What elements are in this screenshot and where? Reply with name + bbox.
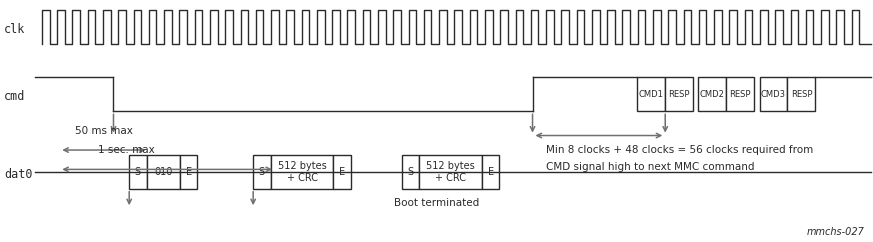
Text: CMD1: CMD1 xyxy=(639,90,663,99)
Text: cmd: cmd xyxy=(4,90,25,103)
Text: 512 bytes
+ CRC: 512 bytes + CRC xyxy=(278,161,327,183)
Text: mmchs-027: mmchs-027 xyxy=(807,227,864,237)
Bar xyxy=(665,77,693,111)
Text: 50 ms max: 50 ms max xyxy=(75,126,133,136)
Text: S: S xyxy=(134,167,141,177)
Bar xyxy=(419,155,482,189)
Bar xyxy=(253,155,271,189)
Text: CMD signal high to next MMC command: CMD signal high to next MMC command xyxy=(546,162,754,172)
Text: S: S xyxy=(407,167,414,177)
Bar xyxy=(698,77,726,111)
Text: RESP: RESP xyxy=(730,90,751,99)
Text: E: E xyxy=(185,167,192,177)
Bar xyxy=(726,77,754,111)
Bar xyxy=(180,155,197,189)
Text: CMD3: CMD3 xyxy=(761,90,786,99)
Text: dat0: dat0 xyxy=(4,168,33,181)
Bar xyxy=(129,155,147,189)
Text: E: E xyxy=(339,167,346,177)
Text: 010: 010 xyxy=(154,167,173,177)
Bar xyxy=(637,77,665,111)
Text: E: E xyxy=(487,167,494,177)
Bar xyxy=(333,155,351,189)
Bar xyxy=(271,155,333,189)
Text: RESP: RESP xyxy=(791,90,812,99)
Text: 1 sec. max: 1 sec. max xyxy=(98,145,155,155)
Text: S: S xyxy=(258,167,265,177)
Text: Boot terminated: Boot terminated xyxy=(394,198,479,208)
Bar xyxy=(760,77,787,111)
Text: RESP: RESP xyxy=(669,90,690,99)
Bar xyxy=(402,155,419,189)
Text: Min 8 clocks + 48 clocks = 56 clocks required from: Min 8 clocks + 48 clocks = 56 clocks req… xyxy=(546,145,813,155)
Text: 512 bytes
+ CRC: 512 bytes + CRC xyxy=(426,161,475,183)
Bar xyxy=(147,155,180,189)
Bar xyxy=(482,155,499,189)
Text: clk: clk xyxy=(4,23,25,36)
Text: CMD2: CMD2 xyxy=(700,90,725,99)
Bar xyxy=(787,77,815,111)
